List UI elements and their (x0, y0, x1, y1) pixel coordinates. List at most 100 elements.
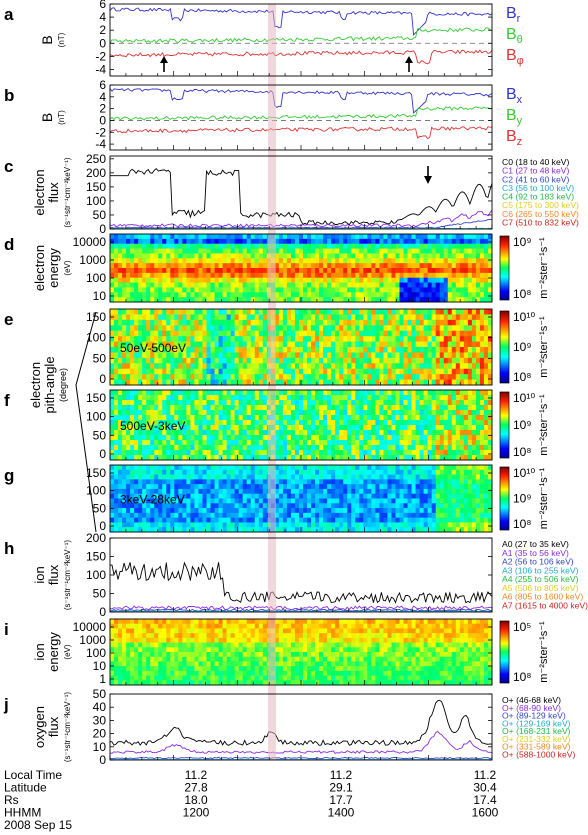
heatmap-cell-g (146, 503, 151, 509)
heatmap-cell-e (391, 347, 396, 353)
heatmap-cell-f (210, 425, 215, 431)
heatmap-cell-f (347, 425, 352, 431)
heatmap-cell-e (250, 347, 256, 353)
heatmap-cell-f (290, 445, 296, 451)
heatmap-cell-f (194, 395, 199, 401)
heatmap-cell-e (154, 374, 159, 380)
heatmap-cell-f (214, 395, 219, 401)
heatmap-cell-f (307, 455, 312, 461)
heatmap-cell-e (178, 347, 183, 353)
heatmap-cell-f (467, 390, 473, 396)
heatmap-cell-e (290, 330, 296, 337)
heatmap-cell-f (455, 435, 461, 441)
heatmap-cell-g (238, 488, 244, 495)
heatmap-cell-d (455, 287, 461, 293)
heatmap-cell-d (475, 297, 481, 303)
heatmap-cell-g (303, 512, 308, 519)
heatmap-cell-e (403, 314, 408, 321)
heatmap-cell-d (142, 297, 147, 303)
heatmap-cell-f (367, 405, 372, 411)
heatmap-cell-g (214, 465, 219, 471)
heatmap-cell-f (335, 450, 340, 456)
heatmap-cell-g (206, 493, 211, 499)
heatmap-cell-e (174, 341, 179, 348)
heatmap-cell-d (282, 253, 288, 259)
heatmap-cell-d (182, 292, 187, 298)
heatmap-cell-e (190, 347, 195, 353)
heatmap-cell-f (214, 450, 219, 456)
heatmap-cell-f (254, 425, 260, 431)
heatmap-cell-e (278, 379, 284, 386)
heatmap-cell-e (451, 309, 457, 315)
heatmap-cell-f (230, 400, 236, 406)
heatmap-cell-d (154, 253, 159, 259)
heatmap-cell-d (375, 234, 380, 240)
heatmap-cell-d (254, 258, 260, 264)
heatmap-cell-e (335, 314, 340, 321)
heatmap-cell-e (379, 319, 384, 326)
heatmap-cell-d (479, 243, 485, 249)
heatmap-cell-f (383, 440, 388, 446)
heatmap-cell-f (110, 425, 115, 431)
heatmap-cell-g (303, 479, 308, 485)
heatmap-cell-d (327, 243, 332, 249)
heatmap-cell-d (238, 282, 244, 288)
heatmap-cell-e (379, 330, 384, 337)
heatmap-cell-g (142, 498, 147, 504)
heatmap-cell-f (122, 390, 127, 396)
heatmap-cell-e (415, 374, 421, 380)
heatmap-cell-f (339, 430, 344, 436)
heatmap-cell-e (142, 341, 147, 348)
heatmap-cell-f (367, 410, 372, 416)
heatmap-cell-d (146, 287, 151, 293)
heatmap-cell-e (142, 363, 147, 370)
heatmap-cell-g (298, 474, 304, 480)
heatmap-cell-f (294, 450, 300, 456)
heatmap-cell-e (246, 352, 252, 359)
heatmap-cell-g (118, 493, 123, 499)
heatmap-cell-d (222, 272, 228, 279)
heatmap-cell-f (367, 445, 372, 451)
heatmap-cell-e (242, 368, 248, 375)
heatmap-cell-d (218, 297, 223, 303)
heatmap-cell-g (234, 479, 240, 485)
heatmap-cell-f (307, 400, 312, 406)
heatmap-cell-g (222, 465, 228, 471)
heatmap-cell-d (403, 263, 408, 269)
heatmap-cell-e (463, 314, 469, 321)
heatmap-cell-g (311, 493, 316, 499)
heatmap-cell-d (294, 263, 300, 269)
heatmap-cell-f (327, 440, 332, 446)
heatmap-cell-g (286, 488, 292, 495)
heatmap-cell-f (206, 415, 211, 421)
heatmap-cell-d (343, 297, 348, 303)
heatmap-cell-d (323, 258, 328, 264)
heatmap-cell-d (166, 272, 171, 279)
heatmap-cell-e (435, 325, 441, 332)
heatmap-cell-e (198, 368, 203, 375)
heatmap-cell-g (335, 493, 340, 499)
heatmap-cell-g (210, 503, 215, 509)
heatmap-cell-f (234, 445, 240, 451)
heatmap-cell-d (419, 292, 425, 298)
heatmap-cell-f (419, 450, 425, 456)
heatmap-cell-f (331, 455, 336, 461)
heatmap-cell-f (242, 430, 248, 436)
heatmap-cell-e (407, 368, 412, 375)
heatmap-cell-e (234, 357, 240, 364)
heatmap-cell-f (290, 455, 296, 461)
heatmap-cell-g (391, 517, 396, 523)
heatmap-cell-e (447, 374, 453, 380)
heatmap-cell-d (323, 263, 328, 269)
heatmap-cell-d (335, 277, 340, 283)
heatmap-cell-g (230, 522, 236, 528)
heatmap-cell-f (391, 400, 396, 406)
heatmap-cell-d (110, 238, 115, 245)
heatmap-cell-g (315, 508, 320, 514)
heatmap-cell-f (114, 415, 119, 421)
heatmap-cell-e (355, 336, 360, 342)
heatmap-cell-f (339, 435, 344, 441)
heatmap-cell-f (206, 390, 211, 396)
heatmap-cell-g (250, 465, 256, 471)
heatmap-cell-f (431, 455, 437, 461)
